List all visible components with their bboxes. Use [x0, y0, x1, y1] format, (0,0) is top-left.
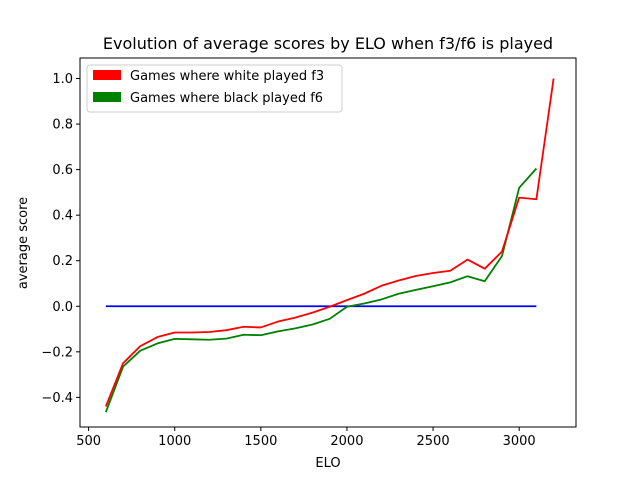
legend-swatch	[93, 92, 121, 102]
y-tick-label: 0.0	[52, 300, 73, 315]
y-tick-label: 0.8	[52, 118, 73, 133]
x-axis-title: ELO	[315, 456, 340, 471]
legend-label: Games where white played f3	[130, 69, 324, 84]
legend-label: Games where black played f6	[130, 91, 323, 106]
y-tick-label: −0.2	[41, 345, 73, 360]
x-tick-label: 3000	[503, 434, 536, 449]
y-axis-title: average score	[16, 197, 31, 289]
y-tick-label: 0.6	[52, 163, 73, 178]
legend-box	[86, 64, 343, 113]
series-line-black-f6	[104, 167, 538, 413]
legend: Games where white played f3 Games where b…	[86, 64, 343, 113]
y-tick-label: −0.4	[41, 391, 73, 406]
x-tick-label: 2500	[417, 434, 450, 449]
y-tick-label: 1.0	[52, 72, 73, 87]
y-tick-label: 0.4	[52, 209, 73, 224]
x-tick-label: 1000	[158, 434, 191, 449]
chart-title: Evolution of average scores by ELO when …	[103, 34, 553, 53]
series-line-white-f3	[104, 78, 555, 407]
plot-area	[80, 58, 576, 427]
x-tick-label: 1500	[244, 434, 277, 449]
series-lines	[104, 78, 555, 413]
axes-frame	[79, 57, 577, 428]
series-group	[104, 78, 555, 413]
x-tick-label: 2000	[330, 434, 363, 449]
legend-swatch	[93, 70, 121, 80]
plot-background	[80, 58, 576, 427]
x-tick-label: 500	[76, 434, 101, 449]
y-tick-label: 0.2	[52, 254, 73, 269]
axes-group: 500 1000 1500 2000 2500 3000 −0.4 −0.2 0.0 0.2 0.4…	[41, 57, 577, 449]
